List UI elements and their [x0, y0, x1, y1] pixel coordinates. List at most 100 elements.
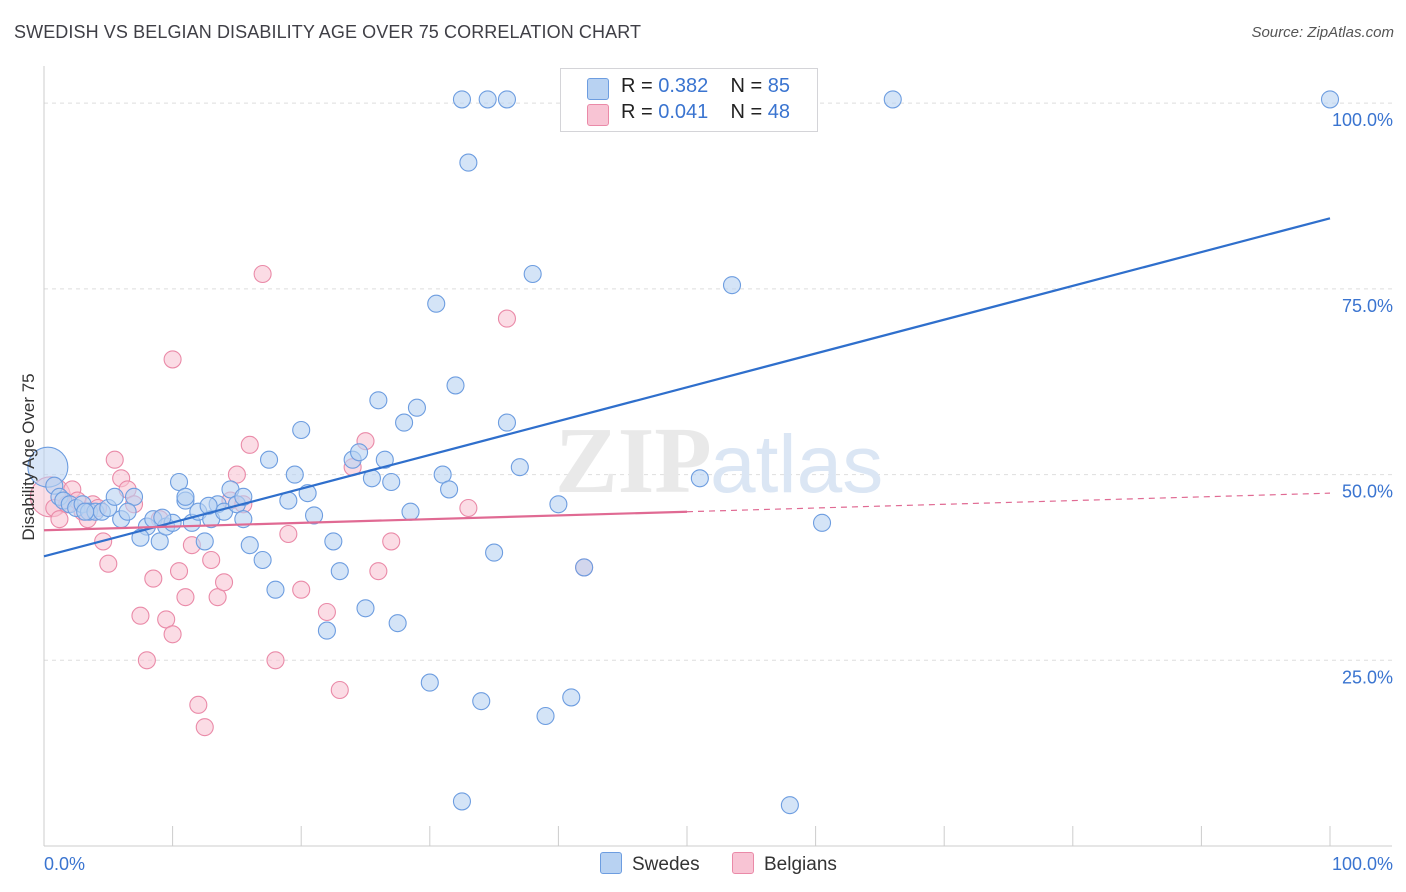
swedes-point [780, 796, 799, 815]
swedes-point [536, 706, 555, 726]
swedes-point [452, 792, 472, 811]
watermark-atlas: atlas [710, 419, 883, 510]
y-tick-labels: 25.0% 50.0% 75.0% 100.0% [1332, 110, 1393, 687]
belgians-point [214, 573, 234, 592]
legend-r-label: R = [621, 101, 659, 123]
swedes-point [324, 532, 343, 551]
swedes-point [883, 90, 902, 109]
swedes-point [317, 621, 336, 640]
belgians-point [163, 350, 182, 369]
swedes-legend-label: Swedes [632, 854, 700, 875]
belgians-point [189, 695, 208, 714]
belgians-point [279, 524, 298, 544]
swedes-point [131, 528, 150, 547]
swedes-point [199, 496, 218, 515]
swedes-point [510, 458, 529, 477]
swedes-point [388, 614, 407, 633]
swedes-point [440, 480, 459, 499]
belgians-point [195, 718, 214, 737]
swedes-point [285, 465, 304, 484]
swedes-point [575, 558, 594, 577]
belgians-trend-line [43, 510, 688, 532]
swedes-points [27, 90, 1340, 815]
swedes-point [259, 450, 279, 469]
trend-lines [43, 217, 1331, 558]
swedes-point [420, 673, 439, 692]
swedes-point [350, 443, 369, 462]
swedes-point [76, 502, 95, 521]
belgians-legend-label: Belgians [764, 854, 837, 875]
legend-r-label: R = [621, 75, 659, 97]
swedes-point [497, 90, 517, 109]
swedes-point [253, 550, 272, 570]
y-axis-title: Disability Age Over 75 [19, 373, 38, 540]
source-label: Source: ZipAtlas.com [1251, 24, 1394, 41]
correlation-legend: R = 0.382 N = 85 R = 0.041 N = 48 [560, 68, 818, 132]
x-tick-label-min: 0.0% [44, 854, 85, 874]
belgians-point [253, 264, 272, 284]
y-tick-label: 100.0% [1332, 110, 1393, 130]
swedes-trend-line [43, 217, 1331, 558]
y-tick-label: 75.0% [1342, 296, 1393, 316]
y-tick-label: 50.0% [1342, 482, 1393, 502]
swedes-point [407, 398, 426, 417]
swedes-point [452, 90, 472, 109]
belgians-r-value: 0.041 [658, 101, 709, 123]
belgians-swatch [587, 104, 609, 126]
swedes-point [690, 469, 709, 488]
belgians-point [105, 450, 124, 469]
swedes-point [118, 502, 137, 521]
swedes-point [722, 276, 742, 295]
belgians-point [292, 580, 311, 599]
bottom-legend-belgians: Belgians [732, 852, 837, 876]
swedes-point [292, 420, 311, 440]
swedes-point [330, 562, 349, 581]
swedes-point [375, 450, 394, 469]
swedes-point [497, 413, 517, 432]
swedes-point [176, 487, 195, 506]
belgians-point [176, 588, 195, 607]
legend-n-label: N = [730, 101, 768, 123]
swedes-point [812, 513, 832, 532]
swedes-point [266, 580, 285, 599]
belgians-point [266, 651, 285, 670]
belgians-point [144, 569, 163, 588]
belgians-point [169, 562, 189, 581]
belgians-point [131, 606, 150, 625]
swedes-point [195, 532, 214, 551]
belgians-point [202, 550, 221, 570]
swedes-point [562, 688, 581, 707]
grid-lines [44, 102, 1392, 661]
belgians-n-value: 48 [767, 101, 791, 123]
x-tick-label-max: 100.0% [1332, 854, 1393, 874]
watermark-zip: ZIP [555, 409, 712, 513]
swedes-point [240, 536, 259, 555]
belgians-point [50, 510, 69, 529]
watermark: ZIP atlas [555, 409, 883, 513]
swedes-point [234, 487, 253, 506]
bottom-legend-swedes: Swedes [600, 852, 700, 876]
belgians-point [459, 498, 478, 518]
belgians-point [369, 562, 388, 581]
swedes-point [401, 502, 420, 521]
swedes-point [105, 487, 124, 506]
swedes-point [1320, 90, 1340, 109]
swedes-point [523, 264, 542, 284]
swedes-n-value: 85 [767, 75, 791, 97]
swedes-point [478, 90, 497, 109]
swedes-point [356, 599, 375, 618]
swedes-point [549, 495, 568, 514]
belgians-point [163, 625, 182, 644]
swedes-point [305, 506, 324, 525]
chart-title: SWEDISH VS BELGIAN DISABILITY AGE OVER 7… [14, 22, 642, 42]
belgians-point [317, 602, 336, 622]
swedes-legend-swatch [600, 852, 622, 874]
swedes-point [382, 472, 401, 492]
belgians-point [137, 651, 156, 670]
swedes-point [472, 692, 491, 711]
y-tick-label: 25.0% [1342, 667, 1393, 687]
swedes-point [459, 153, 478, 172]
swedes-point [395, 413, 414, 432]
belgians-point [99, 554, 118, 573]
